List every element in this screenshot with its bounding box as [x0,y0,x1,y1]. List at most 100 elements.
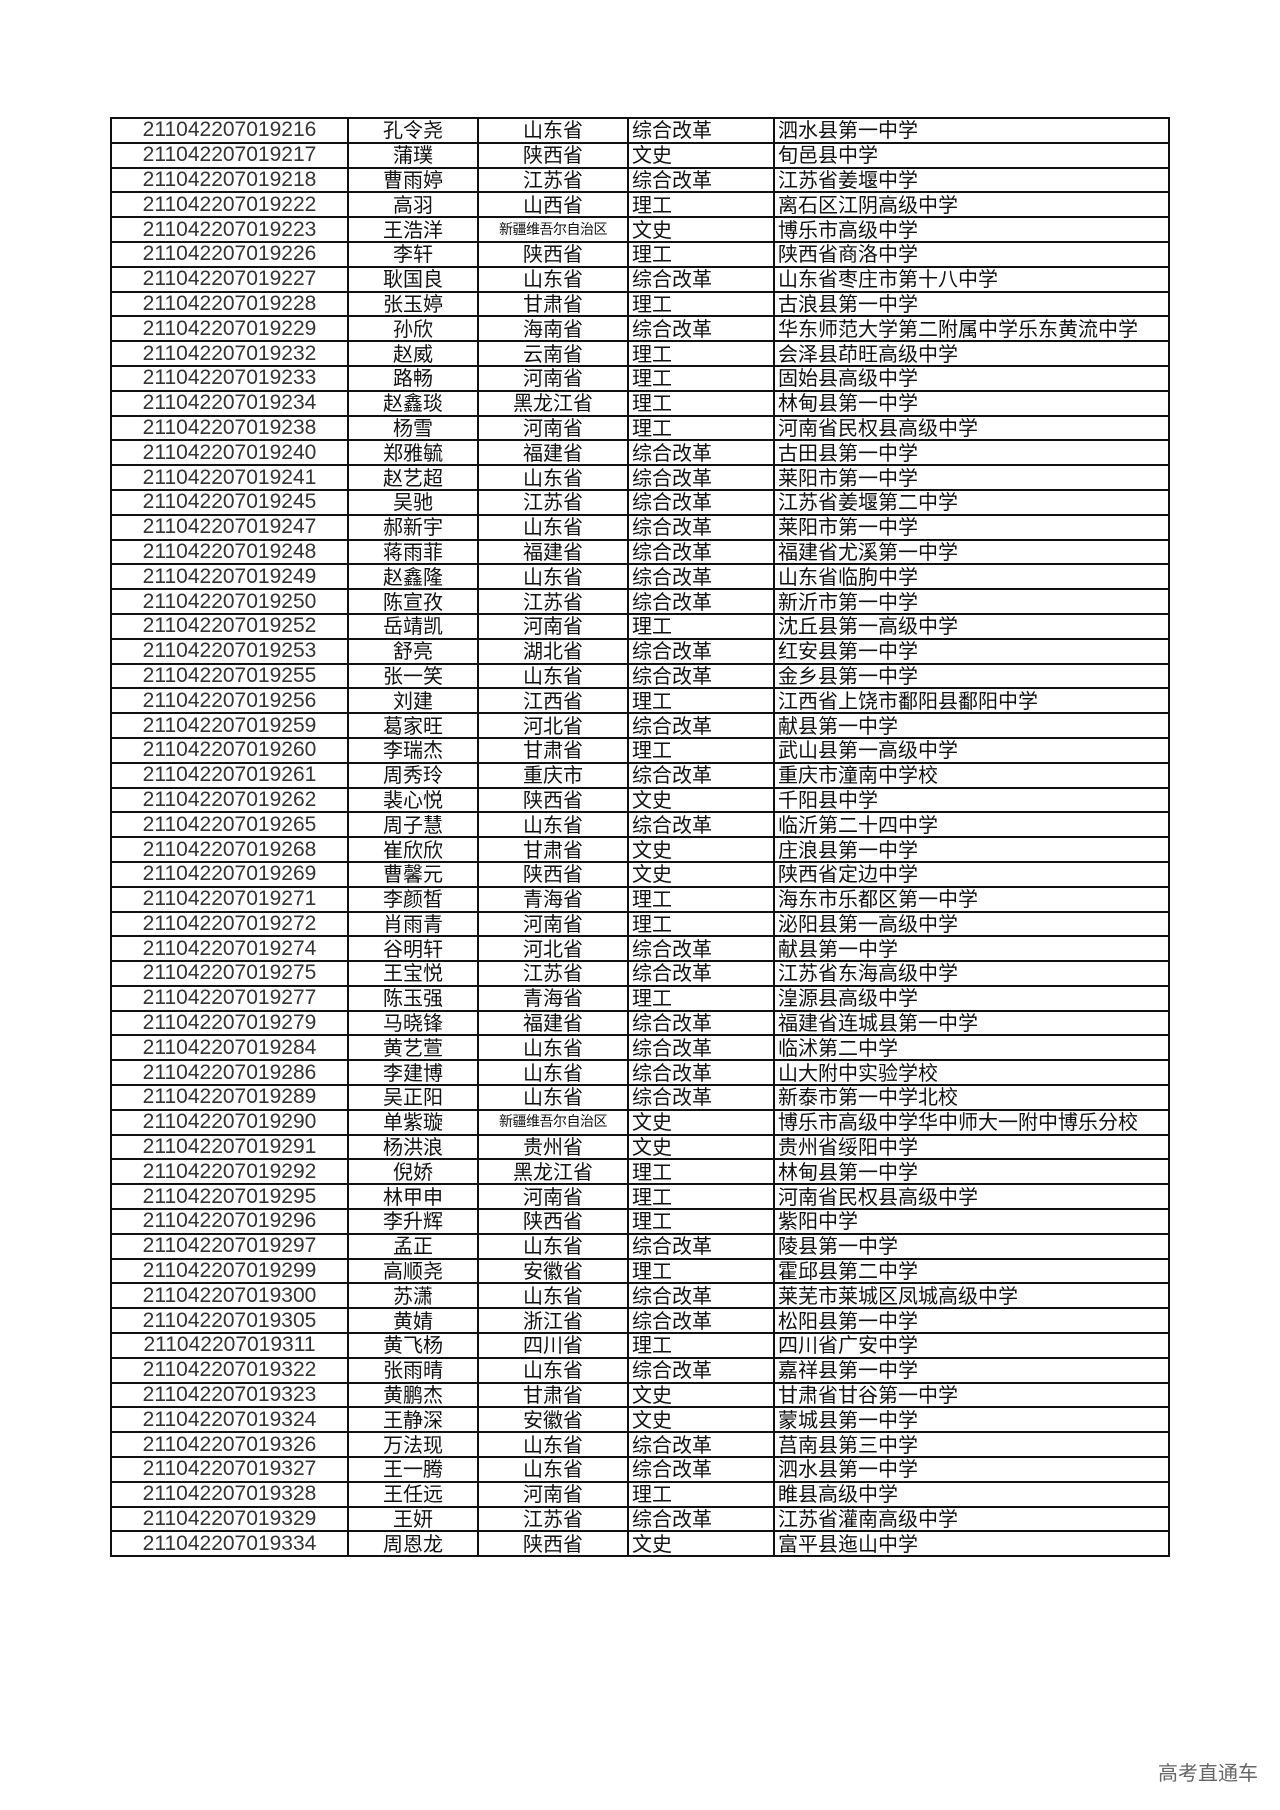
table-row: 211042207019249 赵鑫隆 山东省 综合改革 山东省临朐中学 [110,563,1170,591]
school-cell: 莒南县第三中学 [773,1431,1170,1459]
province-cell: 河南省 [477,910,629,938]
name-cell: 林甲申 [347,1183,479,1211]
name-cell: 舒亮 [347,637,479,665]
track-cell: 理工 [627,1158,775,1186]
track-cell: 综合改革 [627,811,775,839]
name-cell: 王妍 [347,1505,479,1533]
table-row: 211042207019272 肖雨青 河南省 理工 泌阳县第一高级中学 [110,910,1170,938]
school-cell: 红安县第一中学 [773,637,1170,665]
province-cell: 河南省 [477,1183,629,1211]
candidate-id-cell: 211042207019326 [110,1431,349,1459]
school-cell: 沈丘县第一高级中学 [773,612,1170,640]
candidate-id-cell: 211042207019279 [110,1009,349,1037]
school-cell: 山东省临朐中学 [773,563,1170,591]
table-row: 211042207019240 郑雅毓 福建省 综合改革 古田县第一中学 [110,439,1170,467]
candidate-id-cell: 211042207019240 [110,439,349,467]
candidate-id-cell: 211042207019299 [110,1257,349,1285]
candidate-id-cell: 211042207019222 [110,191,349,219]
track-cell: 综合改革 [627,439,775,467]
track-cell: 理工 [627,414,775,442]
name-cell: 李升辉 [347,1208,479,1235]
province-cell: 新疆维吾尔自治区 [477,1108,629,1136]
province-cell: 浙江省 [477,1307,629,1335]
name-cell: 张玉婷 [347,290,479,318]
table-row: 211042207019268 崔欣欣 甘肃省 文史 庄浪县第一中学 [110,836,1170,863]
track-cell: 文史 [627,216,775,243]
name-cell: 高顺尧 [347,1257,479,1285]
school-cell: 新泰市第一中学北校 [773,1084,1170,1111]
table-row: 211042207019296 李升辉 陕西省 理工 紫阳中学 [110,1208,1170,1235]
table-row: 211042207019274 谷明轩 河北省 综合改革 献县第一中学 [110,935,1170,963]
name-cell: 裴心悦 [347,786,479,814]
candidate-id-cell: 211042207019261 [110,761,349,789]
province-cell: 江苏省 [477,960,629,987]
school-cell: 武山县第一高级中学 [773,736,1170,764]
school-cell: 泗水县第一中学 [773,117,1170,144]
table-row: 211042207019256 刘建 江西省 理工 江西省上饶市鄱阳县鄱阳中学 [110,687,1170,715]
table-row: 211042207019248 蒋雨菲 福建省 综合改革 福建省尤溪第一中学 [110,538,1170,566]
track-cell: 理工 [627,612,775,640]
table-row: 211042207019247 郝新宇 山东省 综合改革 莱阳市第一中学 [110,513,1170,541]
admission-list-table: 211042207019216 孔令尧 山东省 综合改革 泗水县第一中学 21104220… [110,117,1170,1558]
name-cell: 杨洪浪 [347,1133,479,1161]
table-row: 211042207019291 杨洪浪 贵州省 文史 贵州省绥阳中学 [110,1133,1170,1161]
province-cell: 江苏省 [477,588,629,615]
candidate-id-cell: 211042207019269 [110,860,349,888]
school-cell: 山大附中实验学校 [773,1059,1170,1087]
table-row: 211042207019262 裴心悦 陕西省 文史 千阳县中学 [110,786,1170,814]
province-cell: 山东省 [477,1456,629,1483]
table-row: 211042207019234 赵鑫琰 黑龙江省 理工 林甸县第一中学 [110,389,1170,417]
candidate-id-cell: 211042207019229 [110,315,349,343]
track-cell: 综合改革 [627,1009,775,1037]
table-row: 211042207019328 王任远 河南省 理工 睢县高级中学 [110,1480,1170,1508]
province-cell: 甘肃省 [477,290,629,318]
track-cell: 文史 [627,1108,775,1136]
track-cell: 综合改革 [627,563,775,591]
candidate-id-cell: 211042207019252 [110,612,349,640]
candidate-id-cell: 211042207019305 [110,1307,349,1335]
name-cell: 王任远 [347,1480,479,1508]
table-row: 211042207019228 张玉婷 甘肃省 理工 古浪县第一中学 [110,290,1170,318]
table-row: 211042207019289 吴正阳 山东省 综合改革 新泰市第一中学北校 [110,1084,1170,1111]
name-cell: 王静深 [347,1406,479,1434]
school-cell: 江苏省姜堰第二中学 [773,488,1170,516]
table-body: 211042207019216 孔令尧 山东省 综合改革 泗水县第一中学 21104220… [110,117,1170,1558]
name-cell: 吴正阳 [347,1084,479,1111]
school-cell: 富平县迤山中学 [773,1530,1170,1558]
name-cell: 赵艺超 [347,464,479,491]
school-cell: 泗水县第一中学 [773,1456,1170,1483]
name-cell: 周秀玲 [347,761,479,789]
school-cell: 莱阳市第一中学 [773,513,1170,541]
candidate-id-cell: 211042207019233 [110,364,349,392]
track-cell: 综合改革 [627,662,775,690]
candidate-id-cell: 211042207019291 [110,1133,349,1161]
track-cell: 综合改革 [627,1034,775,1062]
table-row: 211042207019300 苏潇 山东省 综合改革 莱芜市莱城区凤城高级中学 [110,1282,1170,1310]
candidate-id-cell: 211042207019328 [110,1480,349,1508]
school-cell: 泌阳县第一高级中学 [773,910,1170,938]
track-cell: 理工 [627,910,775,938]
province-cell: 山东省 [477,117,629,144]
candidate-id-cell: 211042207019247 [110,513,349,541]
name-cell: 李轩 [347,240,479,268]
candidate-id-cell: 211042207019253 [110,637,349,665]
track-cell: 综合改革 [627,464,775,491]
school-cell: 离石区江阴高级中学 [773,191,1170,219]
school-cell: 江西省上饶市鄱阳县鄱阳中学 [773,687,1170,715]
province-cell: 江苏省 [477,166,629,194]
track-cell: 综合改革 [627,1084,775,1111]
province-cell: 甘肃省 [477,1381,629,1409]
track-cell: 综合改革 [627,265,775,293]
name-cell: 张一笑 [347,662,479,690]
name-cell: 黄飞杨 [347,1332,479,1359]
track-cell: 综合改革 [627,1282,775,1310]
school-cell: 临沂第二十四中学 [773,811,1170,839]
candidate-id-cell: 211042207019223 [110,216,349,243]
track-cell: 综合改革 [627,166,775,194]
name-cell: 黄艺萱 [347,1034,479,1062]
name-cell: 李建博 [347,1059,479,1087]
name-cell: 杨雪 [347,414,479,442]
track-cell: 文史 [627,836,775,863]
track-cell: 综合改革 [627,1456,775,1483]
name-cell: 路畅 [347,364,479,392]
